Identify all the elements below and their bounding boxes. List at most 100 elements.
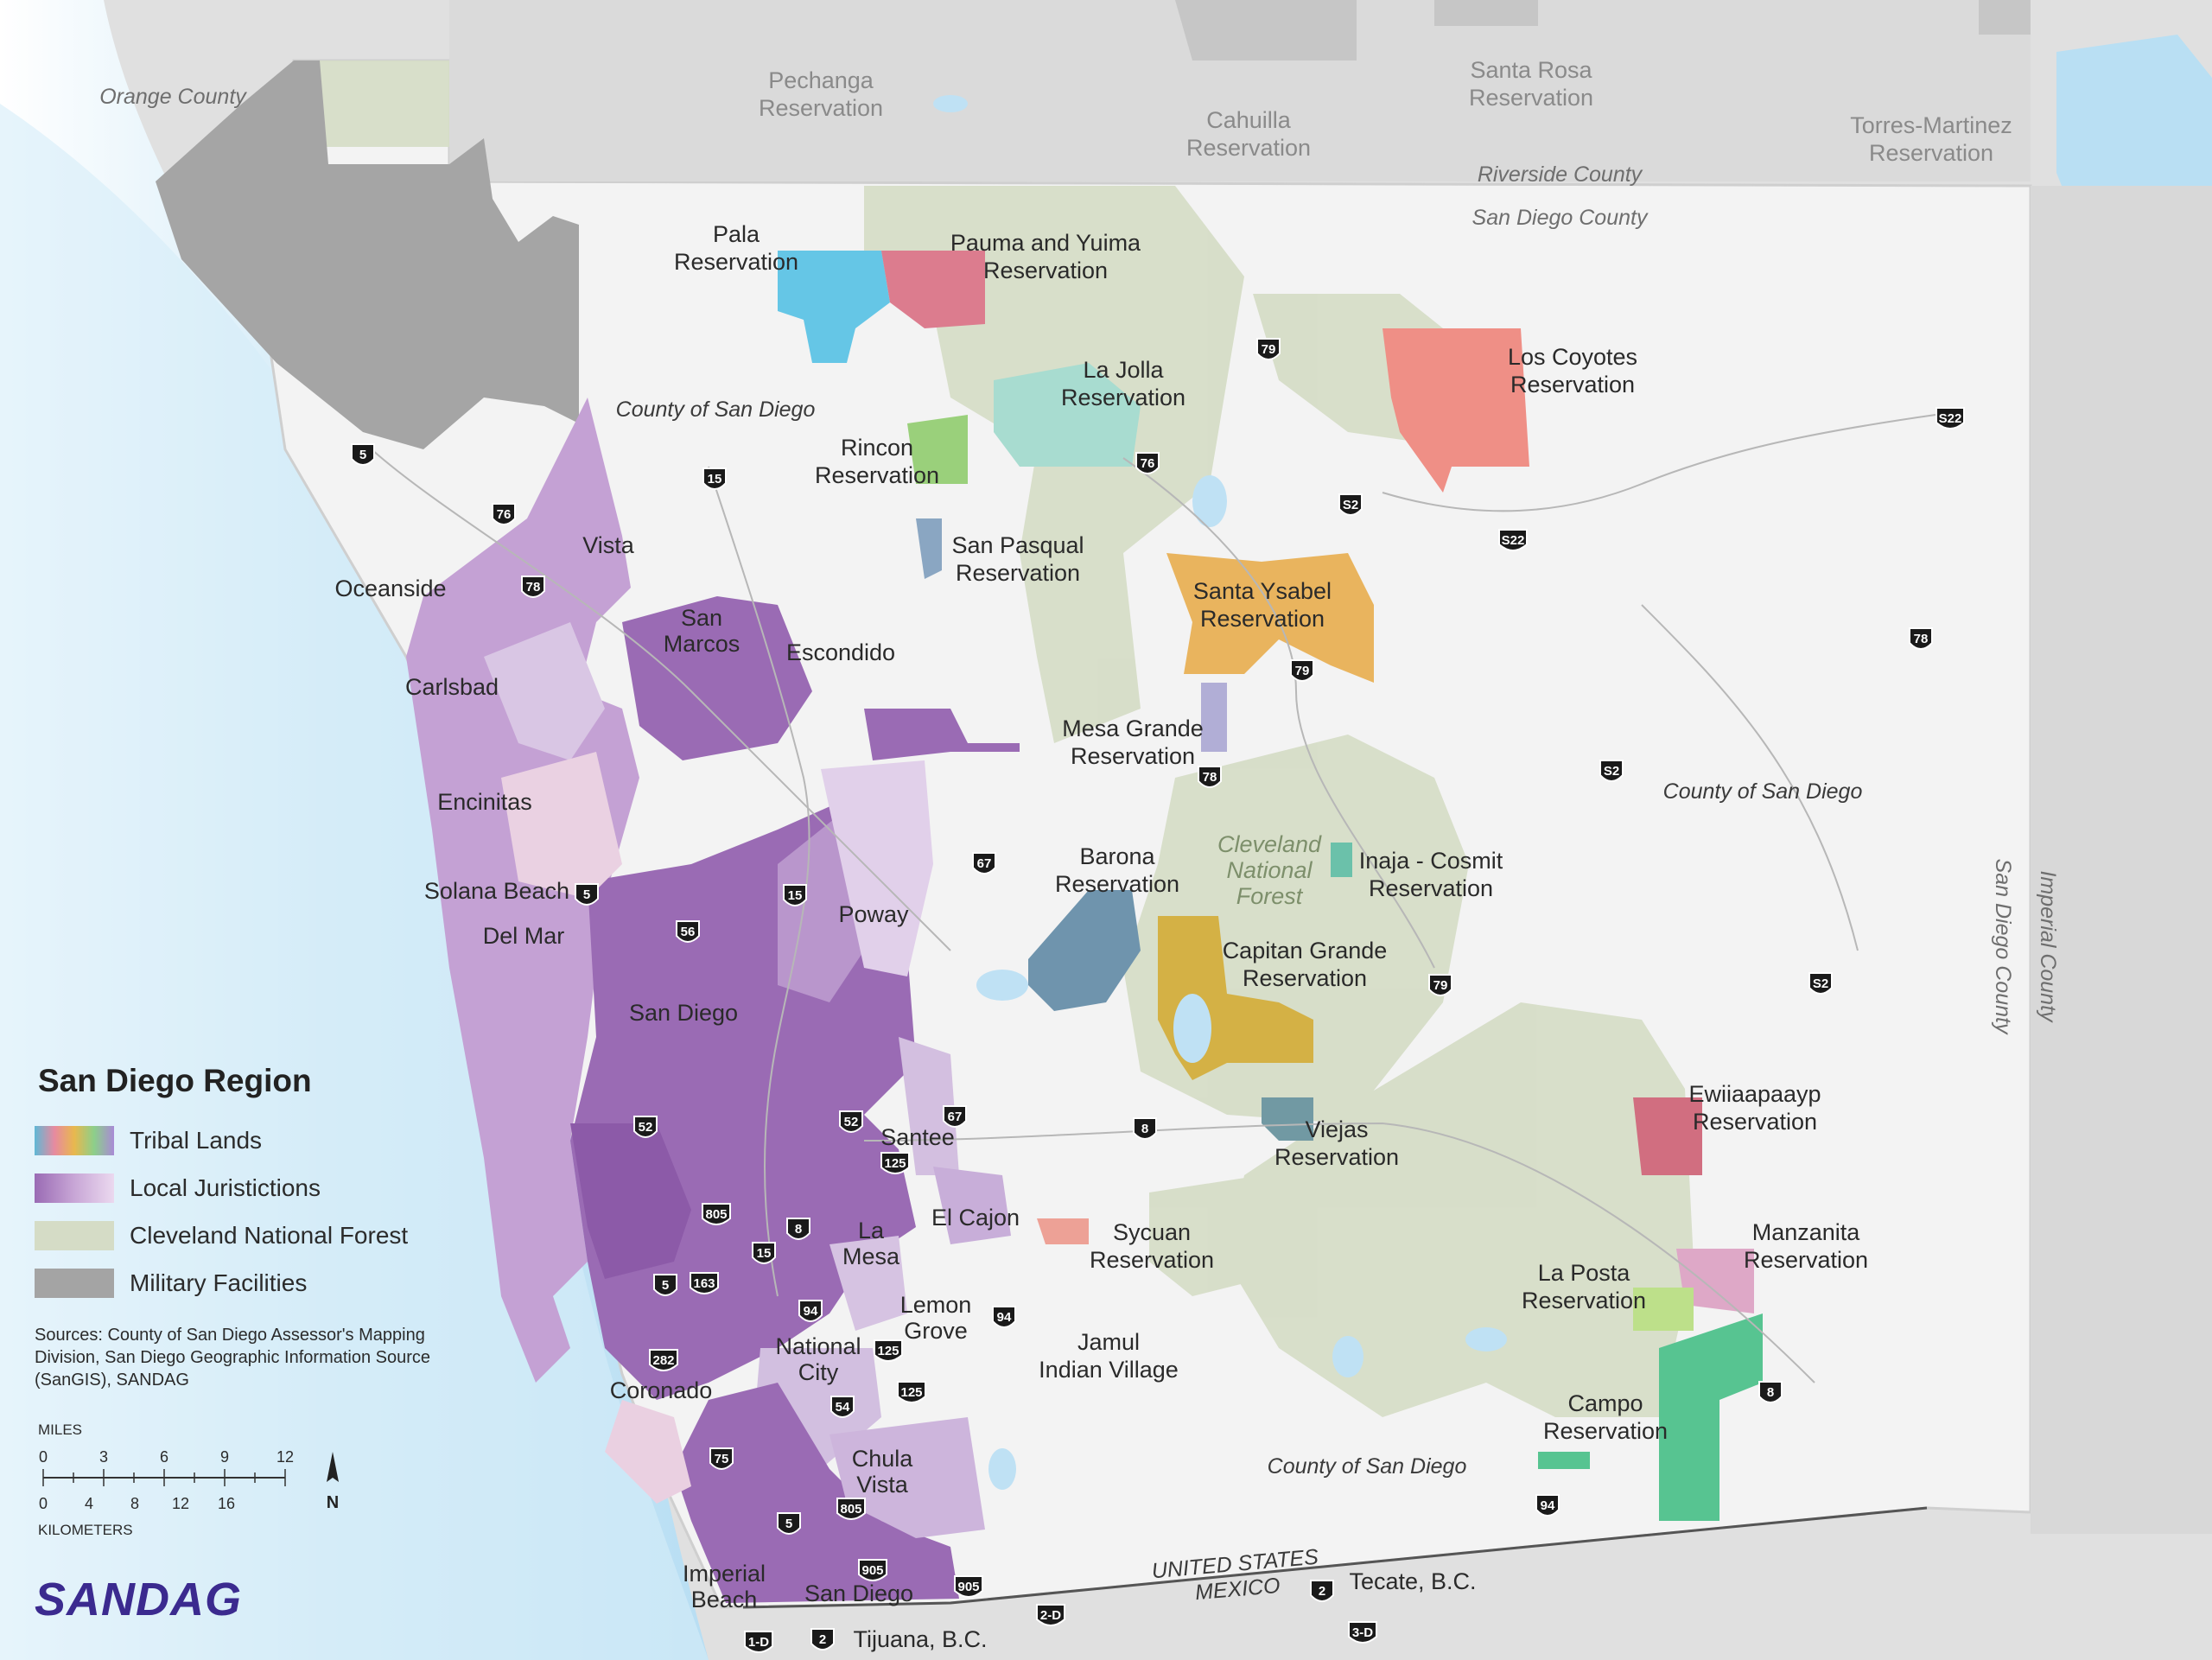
san-pasqual-area	[916, 518, 942, 579]
svg-text:2-D: 2-D	[1040, 1608, 1061, 1623]
label-san-diego-south: San Diego	[804, 1580, 913, 1606]
label-viejas: Viejas Reservation	[1274, 1116, 1399, 1170]
label-national-city: National City	[775, 1333, 861, 1385]
svg-text:94: 94	[804, 1304, 818, 1319]
ewiiaapaayp-area	[1633, 1097, 1702, 1175]
us-mexico-border	[742, 1506, 1928, 1609]
label-carlsbad: Carlsbad	[405, 674, 499, 700]
military-swatch	[35, 1268, 114, 1298]
mesa-grande-area	[1201, 683, 1227, 752]
highway-shield-S22: S22	[1936, 407, 1965, 429]
highway-shield-163: 163	[690, 1272, 719, 1294]
county-label-imperial: Imperial County	[2036, 870, 2060, 1023]
highway-shield-52: 52	[839, 1110, 863, 1133]
sycuan-area	[1037, 1218, 1089, 1244]
viejas-area	[1262, 1097, 1313, 1141]
svg-text:16: 16	[218, 1495, 235, 1512]
highway-shield-79: 79	[1290, 659, 1314, 682]
sources-note: Sources: County of San Diego Assessor's …	[35, 1326, 431, 1390]
scale-miles-label: MILES	[38, 1421, 82, 1438]
highway-shield-282: 282	[649, 1349, 678, 1371]
svg-text:5: 5	[359, 448, 366, 462]
scale-mile-ticks: 0 3 6 9 12	[39, 1448, 294, 1466]
highway-shield-75: 75	[709, 1447, 734, 1470]
highway-shield-S2: S2	[1808, 972, 1833, 995]
campo-area	[1659, 1313, 1763, 1521]
county-label-cosd-1: County of San Diego	[616, 398, 816, 422]
highway-shield-94: 94	[1535, 1494, 1560, 1517]
highway-shield-52: 52	[633, 1116, 658, 1138]
svg-text:125: 125	[877, 1344, 899, 1358]
legend-item-juris: Local Juristictions	[35, 1164, 432, 1212]
label-san-marcos: San Marcos	[664, 605, 741, 657]
highway-shield-S22: S22	[1498, 529, 1528, 551]
highway-shield-905: 905	[858, 1559, 887, 1581]
svg-text:N: N	[327, 1493, 339, 1512]
legend-item-military: Military Facilities	[35, 1259, 432, 1307]
pala-reservation-area	[778, 251, 890, 363]
svg-text:805: 805	[840, 1502, 861, 1517]
label-santa-rosa: Santa Rosa Reservation	[1469, 57, 1593, 111]
highway-shield-76: 76	[492, 503, 516, 525]
highway-shield-3-D: 3-D	[1348, 1621, 1377, 1644]
highway-shield-S2: S2	[1599, 760, 1624, 782]
highway-shield-8: 8	[1133, 1117, 1157, 1140]
sandag-logo: SANDAG	[35, 1574, 243, 1625]
highway-shield-125: 125	[880, 1152, 910, 1174]
highway-shield-79: 79	[1256, 338, 1281, 360]
label-escondido: Escondido	[786, 639, 895, 665]
barona-area	[1028, 890, 1141, 1011]
svg-text:S2: S2	[1343, 498, 1358, 512]
label-la-jolla: La Jolla Reservation	[1061, 357, 1185, 410]
svg-text:5: 5	[662, 1278, 669, 1293]
label-manzanita: Manzanita Reservation	[1744, 1219, 1868, 1273]
svg-text:56: 56	[681, 925, 696, 939]
legend-label-forest: Cleveland National Forest	[130, 1221, 409, 1249]
county-label-riverside: Riverside County	[1478, 162, 1643, 187]
label-pala: Pala Reservation	[674, 221, 798, 275]
label-encinitas: Encinitas	[437, 789, 532, 815]
svg-text:52: 52	[639, 1120, 653, 1135]
forest-swatch	[35, 1220, 114, 1250]
svg-text:2: 2	[819, 1632, 826, 1647]
legend-label-tribal: Tribal Lands	[130, 1126, 263, 1154]
svg-text:3: 3	[99, 1448, 108, 1466]
svg-text:S2: S2	[1813, 976, 1828, 991]
label-cleveland-forest: Cleveland National Forest	[1217, 831, 1322, 909]
scale-bar: MILES 0 3 6 9 12 0 4 8 12 16 KILOMETERS …	[38, 1421, 339, 1538]
label-oceanside: Oceanside	[334, 576, 446, 601]
svg-text:S22: S22	[1939, 411, 1962, 426]
label-tecate: Tecate, B.C.	[1349, 1568, 1476, 1594]
tribal-swatch	[35, 1125, 114, 1155]
svg-text:0: 0	[39, 1495, 48, 1512]
svg-text:12: 12	[276, 1448, 294, 1466]
svg-text:805: 805	[705, 1207, 727, 1222]
tribal-lands	[778, 251, 1763, 1521]
highway-shield-67: 67	[943, 1105, 967, 1128]
svg-text:0: 0	[39, 1448, 48, 1466]
svg-text:125: 125	[884, 1156, 906, 1171]
scale-km-ticks: 0 4 8 12 16	[39, 1495, 235, 1512]
legend-title: San Diego Region	[38, 1063, 312, 1098]
los-coyotes-area	[1382, 328, 1529, 493]
svg-text:15: 15	[788, 888, 803, 903]
label-capitan-grande: Capitan Grande Reservation	[1223, 938, 1388, 991]
svg-text:905: 905	[861, 1563, 883, 1578]
highway-shield-67: 67	[972, 852, 996, 875]
svg-text:67: 67	[948, 1110, 963, 1124]
label-del-mar: Del Mar	[483, 923, 565, 949]
la-posta-area	[1633, 1288, 1694, 1331]
svg-text:8: 8	[1141, 1122, 1148, 1136]
svg-text:75: 75	[715, 1452, 729, 1466]
svg-text:76: 76	[1141, 456, 1155, 471]
label-barona: Barona Reservation	[1055, 843, 1179, 897]
label-pauma-yuima: Pauma and Yuima Reservation	[950, 230, 1141, 283]
santa-ysabel-area	[1166, 553, 1374, 683]
la-jolla-area	[994, 363, 1141, 467]
legend-label-military: Military Facilities	[130, 1269, 308, 1296]
county-label-san-diego: San Diego County	[1472, 206, 1649, 230]
highway-shield-905: 905	[954, 1575, 983, 1598]
inaja-area	[1331, 843, 1352, 877]
svg-text:15: 15	[757, 1246, 772, 1261]
svg-text:78: 78	[1203, 770, 1217, 785]
